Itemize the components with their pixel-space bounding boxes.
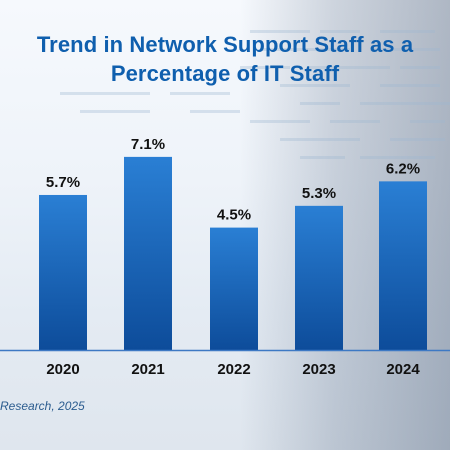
background-code-line [320, 30, 360, 33]
background-code-line [280, 84, 350, 87]
background-code-line [380, 30, 435, 33]
background-code-line [250, 30, 310, 33]
chart-title-line-2: Percentage of IT Staff [110, 61, 340, 86]
background-code-line [310, 66, 390, 69]
background-code-line [280, 138, 360, 141]
background-code-line [300, 156, 345, 159]
background-code-line [80, 110, 150, 113]
background-code-line [300, 102, 340, 105]
background-code-line [240, 66, 290, 69]
data-label-2023: 5.3% [302, 185, 336, 202]
bar-2023 [295, 205, 343, 350]
background-code-line [410, 120, 445, 123]
data-label-2022: 4.5% [217, 207, 251, 224]
background-code-line [380, 84, 440, 87]
chart-title: Trend in Network Support Staff as a Perc… [0, 30, 450, 88]
background-code-line [330, 120, 380, 123]
background-code-line [360, 102, 450, 105]
background-code-line [360, 156, 435, 159]
source-note: Research, 2025 [0, 399, 85, 413]
data-label-2020: 5.7% [46, 174, 80, 191]
x-tick-label-2021: 2021 [131, 361, 164, 378]
bar-2020 [39, 194, 87, 350]
x-tick-label-2020: 2020 [46, 361, 79, 378]
data-label-2024: 6.2% [386, 160, 420, 177]
background-code-line [400, 66, 440, 69]
x-tick-label-2024: 2024 [386, 361, 420, 378]
background-code-line [390, 138, 445, 141]
background-code-line [250, 120, 310, 123]
bar-2022 [210, 227, 258, 350]
background-code-line [60, 92, 150, 95]
background-code-line [370, 48, 440, 51]
data-label-2021: 7.1% [131, 136, 165, 153]
x-tick-label-2023: 2023 [302, 361, 335, 378]
x-tick-label-2022: 2022 [217, 361, 250, 378]
chart-title-line-1: Trend in Network Support Staff as a [36, 32, 414, 57]
bar-2021 [124, 156, 172, 350]
background-code-line [190, 110, 240, 113]
bar-2024 [379, 181, 427, 350]
background-code-line [170, 92, 230, 95]
background-code-line [260, 48, 350, 51]
